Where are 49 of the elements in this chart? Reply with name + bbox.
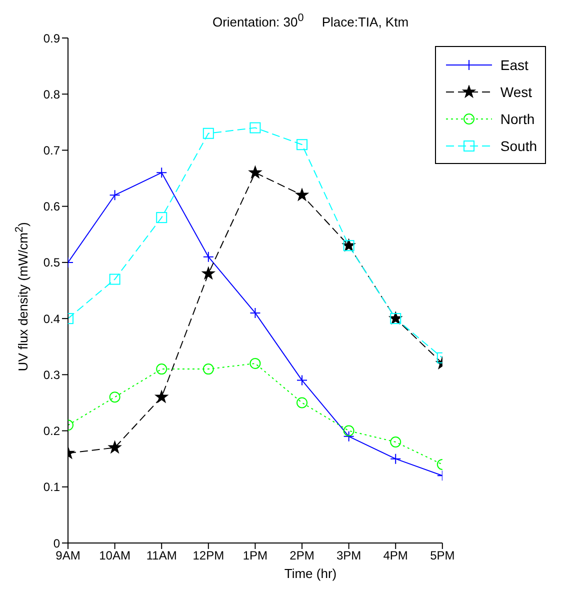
point: [296, 139, 308, 150]
x-tick-label: 5PM: [430, 548, 455, 563]
point: [202, 251, 214, 262]
point: [202, 364, 214, 375]
point: [202, 128, 214, 139]
y-tick-label: 0.9: [43, 31, 60, 46]
point: [155, 390, 168, 402]
x-tick-label: 11AM: [146, 548, 177, 563]
point: [296, 374, 308, 386]
legend-label: West: [500, 84, 532, 100]
chart-title: Orientation: 30$^{0}$ Place:TIA, Ktm: [212, 12, 409, 30]
point: [156, 364, 168, 375]
legend-label: North: [500, 110, 535, 126]
point: [250, 307, 261, 318]
point: [390, 436, 402, 448]
y-tick-label: 0.2: [43, 424, 60, 438]
point: [202, 267, 215, 280]
y-tick-label: 0.7: [43, 143, 60, 158]
point: [248, 166, 262, 178]
point: [296, 188, 308, 200]
point: [156, 167, 168, 178]
y-tick-label: 0.6: [43, 200, 60, 214]
x-tick-label: 2PM: [290, 548, 314, 563]
point: [343, 430, 354, 442]
x-tick-label: 9AM: [56, 548, 80, 563]
x-tick-label: 1PM: [242, 548, 268, 563]
x-tick-label: 10AM: [99, 548, 130, 563]
y-tick-label: 0: [53, 536, 60, 550]
point: [250, 122, 261, 134]
y-tick-label: 0.5: [43, 256, 60, 270]
point: [109, 392, 120, 403]
point: [390, 453, 402, 464]
x-tick-label: 4PM: [383, 548, 408, 563]
x-tick-label: 12PM: [192, 548, 224, 563]
point: [343, 425, 354, 436]
point: [108, 441, 122, 453]
point: [296, 397, 308, 408]
point: [109, 190, 120, 201]
legend-label: East: [500, 56, 528, 72]
y-tick-label: 0.4: [43, 312, 60, 326]
y-tick-label: 0.3: [43, 368, 60, 382]
point: [250, 358, 261, 369]
point: [109, 274, 120, 285]
point: [156, 212, 168, 224]
y-tick-label: 0.8: [43, 87, 60, 102]
legend-label: South: [500, 138, 537, 154]
x-tick-label: 3PM: [336, 548, 362, 563]
x-axis-title: Time (hr): [283, 566, 338, 581]
y-tick-label: 0.1: [43, 480, 60, 494]
